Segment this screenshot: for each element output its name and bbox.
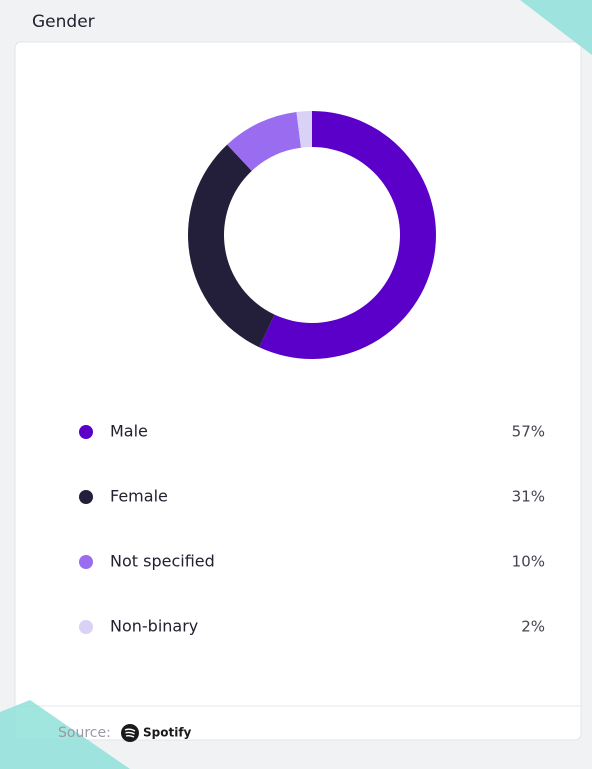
- legend-label: Not specified: [110, 552, 215, 571]
- legend-dot: [79, 425, 93, 439]
- card-title: Gender: [32, 12, 95, 32]
- card: [14, 41, 582, 741]
- legend-value: 10%: [512, 553, 545, 571]
- legend-dot: [79, 490, 93, 504]
- legend: Male 57% Female 31% Not specified 10% Non-bina…: [79, 422, 545, 636]
- legend-label: Non-binary: [110, 617, 198, 636]
- donut-segment: [188, 144, 275, 348]
- legend-label: Male: [110, 422, 148, 441]
- legend-value: 31%: [512, 488, 545, 506]
- donut-segment: [296, 111, 312, 148]
- donut-segment: [259, 111, 436, 359]
- donut: [188, 111, 436, 359]
- legend-value: 57%: [512, 423, 545, 441]
- spotify-logo-waves: [124, 728, 136, 738]
- legend-label: Female: [110, 487, 168, 506]
- legend-dot: [79, 620, 93, 634]
- source-label: Source:: [58, 725, 111, 741]
- legend-dot: [79, 555, 93, 569]
- legend-value: 2%: [521, 618, 545, 636]
- source-brand: Spotify: [143, 726, 192, 740]
- donut-segment: [227, 111, 301, 171]
- decor-top: [520, 0, 592, 55]
- decor-bottom: [0, 700, 130, 769]
